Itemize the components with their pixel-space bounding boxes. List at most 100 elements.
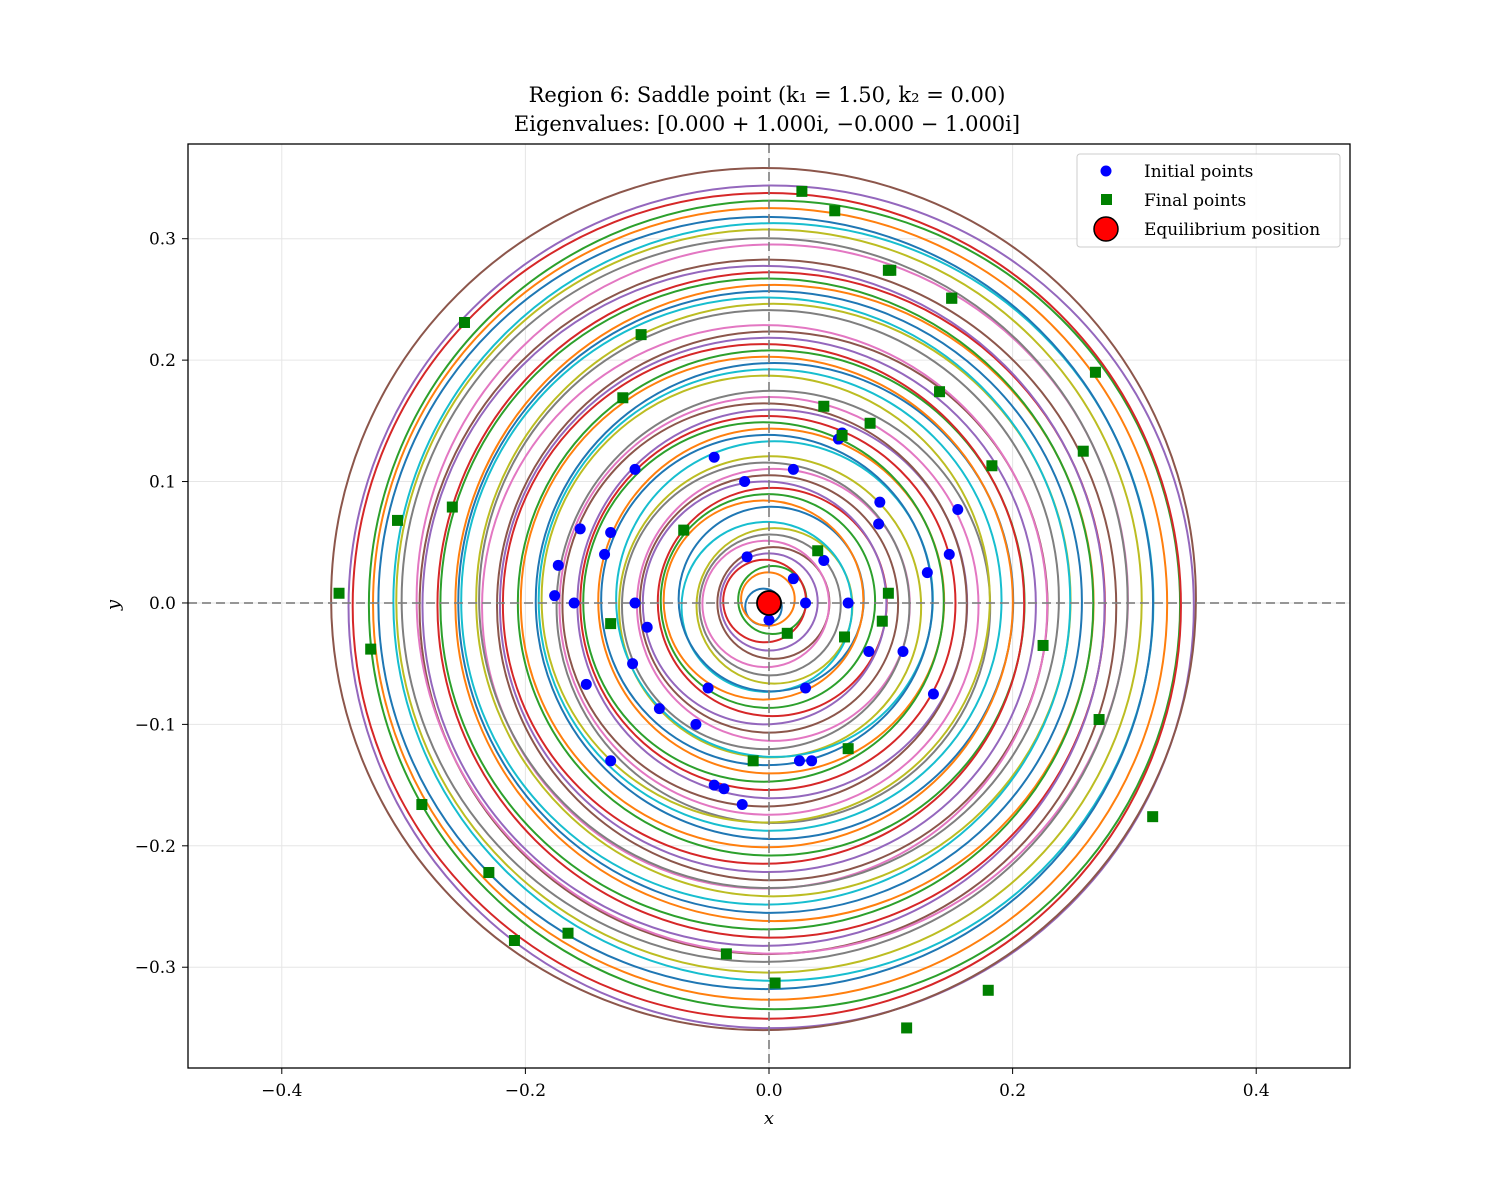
initial-point-30 [549, 590, 561, 602]
trajectory-47 [400, 237, 1129, 963]
trajectory-6 [701, 539, 831, 669]
y-axis-label: y [103, 599, 124, 611]
final-point-9 [781, 627, 793, 639]
final-point-32 [747, 755, 759, 767]
final-point-15 [617, 392, 629, 404]
initial-point-22 [921, 567, 933, 579]
trajectory-39 [460, 296, 1072, 906]
initial-point-26 [574, 523, 586, 535]
initial-point-15 [818, 554, 830, 566]
trajectory-54 [347, 184, 1195, 1030]
x-ticks: −0.4 −0.2 0.0 0.2 0.4 [261, 1068, 1270, 1101]
final-point-17 [416, 799, 428, 811]
final-point-30 [882, 587, 894, 599]
final-point-20 [562, 927, 574, 939]
initial-point-0 [787, 463, 799, 475]
initial-point-4 [897, 646, 909, 658]
x-tick-label-1: −0.2 [505, 1081, 546, 1101]
final-point-11 [365, 643, 377, 655]
initial-point-11 [708, 779, 720, 791]
final-point-5 [934, 386, 946, 398]
trajectory-55 [330, 167, 1197, 1032]
trajectory-28 [540, 374, 991, 824]
final-point-37 [946, 292, 958, 304]
final-point-34 [839, 631, 851, 643]
trajectory-17 [620, 461, 911, 751]
initial-point-7 [568, 597, 580, 609]
trajectory-20 [600, 433, 934, 767]
trajectory-25 [561, 402, 968, 808]
x-tick-label-3: 0.2 [999, 1081, 1026, 1101]
initial-point-28 [627, 658, 639, 670]
initial-point-10 [605, 755, 617, 767]
initial-point-38 [863, 646, 875, 658]
final-point-28 [1077, 445, 1089, 457]
initial-point-9 [702, 682, 714, 694]
x-tick-label-2: 0.0 [755, 1081, 782, 1101]
legend-final-marker [1101, 194, 1112, 205]
y-tick-label-3: 0.0 [149, 594, 176, 614]
y-tick-label-4: 0.1 [149, 473, 176, 493]
initial-point-35 [736, 799, 748, 811]
final-point-22 [769, 977, 781, 989]
trajectory-53 [351, 192, 1182, 1020]
final-points [333, 185, 1159, 1034]
final-point-35 [842, 743, 854, 755]
trajectory-44 [421, 264, 1106, 947]
initial-point-31 [580, 678, 592, 690]
initial-point-14 [842, 597, 854, 609]
legend-equilibrium-label: Equilibrium position [1144, 220, 1320, 240]
y-tick-label-1: −0.2 [135, 837, 176, 857]
initial-point-18 [763, 614, 775, 626]
equilibrium [756, 590, 782, 616]
y-ticks: −0.3 −0.2 −0.1 0.0 0.1 0.2 0.3 [135, 230, 188, 978]
final-point-16 [635, 329, 647, 341]
trajectories [330, 167, 1197, 1032]
initial-points [549, 427, 964, 811]
final-point-27 [1037, 639, 1049, 651]
trajectory-29 [537, 368, 1003, 832]
y-tick-label-0: −0.3 [135, 958, 176, 978]
final-point-4 [1089, 366, 1101, 378]
final-point-23 [982, 984, 994, 996]
initial-point-16 [787, 573, 799, 585]
legend-final-label: Final points [1144, 191, 1246, 211]
final-point-8 [812, 545, 824, 557]
initial-point-8 [599, 548, 611, 560]
initial-point-17 [800, 597, 812, 609]
final-point-33 [605, 618, 617, 630]
final-point-0 [796, 185, 808, 197]
initial-point-36 [641, 621, 653, 633]
legend-initial-label: Initial points [1144, 162, 1253, 182]
initial-point-37 [806, 755, 818, 767]
initial-point-2 [874, 496, 886, 508]
x-axis-label: x [764, 1108, 774, 1129]
x-tick-label-4: 0.4 [1243, 1081, 1270, 1101]
trajectory-12 [659, 493, 877, 709]
legend-box [1076, 153, 1341, 248]
trajectory-11 [662, 499, 865, 701]
initial-point-6 [629, 463, 641, 475]
initial-point-32 [653, 703, 665, 715]
y-tick-label-5: 0.2 [149, 351, 176, 371]
initial-point-29 [552, 559, 564, 571]
final-point-19 [508, 935, 520, 947]
final-point-31 [876, 615, 888, 627]
initial-point-21 [952, 503, 964, 515]
trajectory-31 [519, 355, 1014, 849]
final-point-29 [986, 460, 998, 472]
trajectory-34 [498, 336, 1037, 874]
final-point-18 [483, 867, 495, 879]
legend-initial-marker [1100, 165, 1112, 177]
trajectory-7 [698, 533, 842, 677]
equilibrium-marker [756, 590, 782, 616]
initial-point-5 [800, 682, 812, 694]
trajectory-1 [740, 571, 796, 627]
initial-point-20 [873, 518, 885, 530]
initial-point-33 [690, 718, 702, 730]
final-point-21 [720, 948, 732, 960]
legend: Initial points Final points Equilibrium … [1076, 153, 1341, 248]
final-point-14 [458, 316, 470, 328]
final-point-7 [836, 429, 848, 441]
